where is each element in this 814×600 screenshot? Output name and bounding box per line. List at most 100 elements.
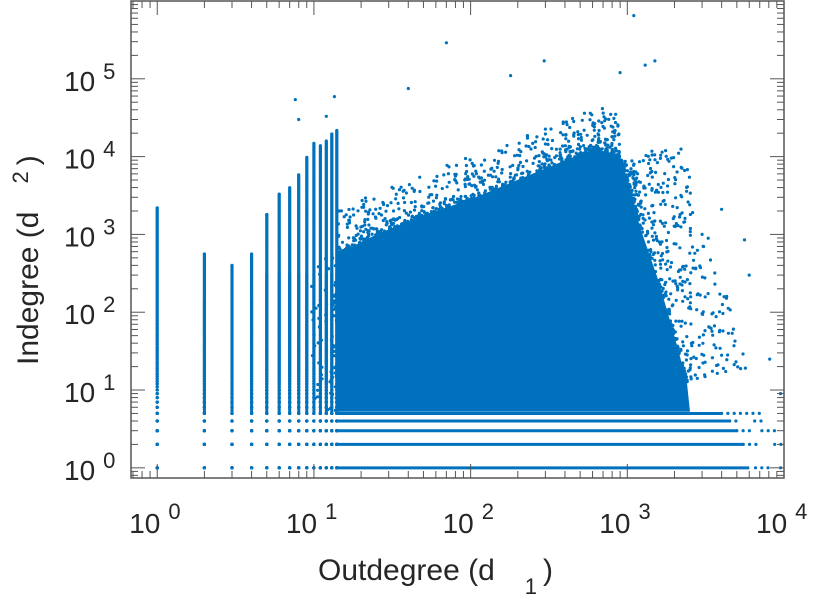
data-point: [378, 206, 382, 210]
data-point: [389, 201, 393, 205]
data-point: [685, 185, 689, 189]
data-point: [330, 442, 334, 446]
data-point: [465, 169, 469, 174]
data-point: [757, 411, 761, 415]
data-point: [649, 248, 653, 252]
data-point: [494, 184, 498, 188]
data-point: [662, 224, 666, 228]
data-point: [453, 200, 457, 204]
data-point: [640, 230, 645, 234]
data-point: [617, 142, 622, 146]
data-point: [660, 221, 665, 225]
data-point: [265, 419, 269, 423]
data-point: [641, 216, 645, 220]
data-point: [652, 251, 657, 255]
data-point: [330, 132, 334, 136]
data-point: [379, 213, 384, 217]
data-point: [362, 230, 366, 234]
data-point: [677, 151, 681, 155]
data-point: [688, 212, 693, 217]
data-point: [733, 339, 737, 343]
data-point: [666, 259, 670, 263]
data-point: [680, 195, 684, 199]
data-point: [658, 242, 663, 246]
data-point: [701, 333, 706, 337]
y-tick-label: 10 3: [64, 214, 115, 252]
data-point: [397, 188, 401, 192]
data-point: [394, 197, 398, 201]
data-point: [691, 266, 695, 270]
data-point: [671, 323, 675, 328]
data-point: [463, 199, 468, 203]
data-point: [591, 123, 595, 127]
data-point: [542, 59, 546, 63]
data-point: [747, 273, 751, 277]
data-point: [650, 226, 654, 230]
data-point: [347, 236, 351, 240]
data-point: [689, 295, 693, 299]
data-point: [420, 209, 424, 213]
data-point: [324, 429, 328, 433]
data-point: [663, 202, 667, 207]
data-point: [399, 185, 403, 189]
data-point: [621, 165, 625, 169]
data-point: [668, 277, 672, 281]
data-point: [324, 466, 328, 470]
data-point: [610, 143, 614, 147]
data-point: [648, 254, 652, 258]
data-point: [288, 419, 292, 423]
data-point: [592, 146, 596, 150]
data-point: [658, 259, 662, 263]
y-tick-label: 10 5: [64, 59, 115, 97]
data-point: [616, 124, 620, 128]
data-point: [392, 217, 396, 221]
data-point: [694, 356, 698, 361]
data-point: [720, 302, 725, 307]
data-point: [457, 201, 461, 205]
data-point: [650, 169, 654, 174]
data-point: [641, 221, 645, 225]
data-point: [202, 442, 206, 446]
data-point: [403, 220, 407, 224]
data-point: [543, 132, 548, 136]
data-point: [543, 127, 548, 131]
data-point: [550, 147, 554, 151]
data-point: [375, 227, 379, 231]
data-point: [659, 153, 663, 157]
data-point: [564, 158, 568, 162]
data-point: [672, 242, 676, 246]
data-point: [515, 153, 520, 157]
data-point: [348, 215, 352, 219]
data-point: [360, 205, 364, 209]
data-point: [537, 160, 541, 164]
data-point: [574, 151, 578, 155]
data-point: [688, 203, 692, 207]
data-point: [741, 352, 745, 356]
data-point: [390, 223, 394, 227]
data-point: [472, 164, 476, 168]
data-point: [230, 442, 234, 446]
data-point: [651, 223, 656, 227]
data-point: [525, 169, 529, 173]
data-point: [459, 194, 463, 199]
data-point: [618, 71, 622, 75]
data-point: [639, 205, 643, 209]
data-point: [583, 146, 587, 151]
data-point: [250, 419, 254, 423]
data-point: [496, 159, 501, 163]
data-point: [641, 159, 645, 163]
data-point: [632, 182, 636, 186]
data-point: [725, 294, 729, 298]
data-point: [543, 142, 548, 146]
data-point: [463, 178, 467, 182]
data-point: [155, 419, 159, 423]
data-point: [312, 141, 316, 145]
data-point: [700, 275, 705, 279]
data-point: [413, 200, 417, 204]
data-point: [354, 224, 358, 228]
data-point: [483, 191, 487, 195]
data-point: [366, 212, 370, 216]
data-point: [681, 299, 685, 303]
data-point: [471, 192, 475, 196]
data-point: [572, 134, 576, 138]
